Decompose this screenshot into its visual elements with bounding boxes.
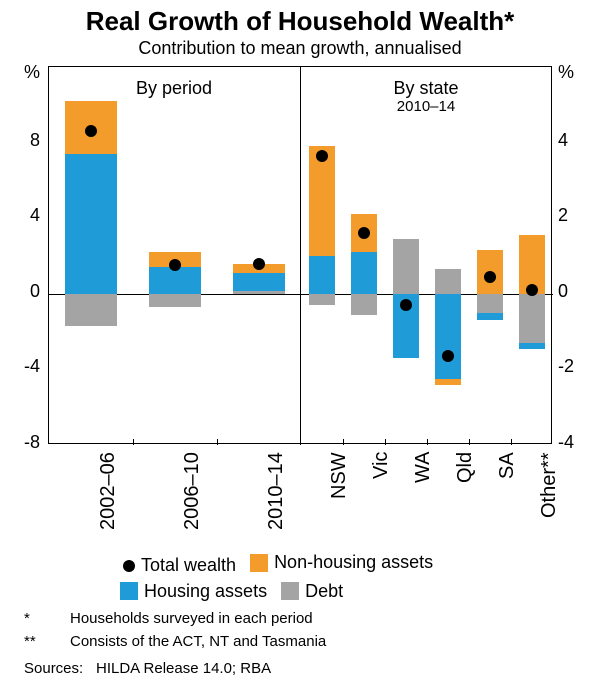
footnotes: *Households surveyed in each period **Con… <box>24 610 580 656</box>
bar-housing <box>309 256 335 294</box>
bar-debt <box>149 294 201 307</box>
ytick-right: -4 <box>558 432 598 453</box>
bar-nonhousing <box>435 379 461 385</box>
bar-housing <box>149 267 201 293</box>
legend-dot-icon <box>123 560 135 572</box>
legend-swatch-icon <box>250 554 268 572</box>
bar-debt <box>435 269 461 294</box>
xtick <box>427 439 428 445</box>
chart-title: Real Growth of Household Wealth* <box>0 6 600 37</box>
legend-item: Housing assets <box>120 581 267 602</box>
bar-housing <box>435 294 461 379</box>
total-dot <box>253 258 265 270</box>
zero-line-right <box>301 294 553 295</box>
legend-label: Non-housing assets <box>274 552 433 573</box>
ytick-left: -8 <box>0 432 40 453</box>
bar-debt <box>477 294 503 313</box>
ytick-left: 4 <box>0 205 40 226</box>
legend-swatch-icon <box>120 582 138 600</box>
bar-debt <box>519 294 545 343</box>
panel-label-right-sub: 2010–14 <box>300 98 552 115</box>
plot-area <box>48 66 552 444</box>
y-axis-symbol-right: % <box>558 62 598 83</box>
xtick <box>385 439 386 445</box>
bar-debt <box>309 294 335 305</box>
xtick <box>343 439 344 445</box>
legend-label: Debt <box>305 581 343 602</box>
xtick <box>469 439 470 445</box>
legend-item: Debt <box>281 581 343 602</box>
bar-debt <box>351 294 377 315</box>
x-category: 2010–14 <box>265 452 288 530</box>
bar-housing <box>477 313 503 321</box>
legend-swatch-icon <box>281 582 299 600</box>
bar-nonhousing <box>309 146 335 256</box>
ytick-right: 0 <box>558 281 598 302</box>
ytick-left: 0 <box>0 281 40 302</box>
chart-subtitle: Contribution to mean growth, annualised <box>0 38 600 59</box>
x-category: NSW <box>328 452 351 499</box>
legend-label: Total wealth <box>141 555 236 576</box>
bar-debt <box>393 239 419 294</box>
ytick-left: -4 <box>0 356 40 377</box>
x-category: Vic <box>370 452 393 479</box>
x-category: 2002–06 <box>97 452 120 530</box>
x-category: Other** <box>538 452 561 518</box>
xtick <box>133 439 134 445</box>
footnote-line: *Households surveyed in each period <box>24 610 580 629</box>
bar-debt <box>65 294 117 326</box>
legend-label: Housing assets <box>144 581 267 602</box>
bar-housing <box>65 154 117 294</box>
panel-label-left: By period <box>48 78 300 99</box>
y-axis-symbol-left: % <box>0 62 40 83</box>
xtick <box>217 439 218 445</box>
legend: Total wealth Non-housing assets Housing as… <box>120 552 540 605</box>
x-category: SA <box>496 452 519 479</box>
sources-line: Sources:HILDA Release 14.0; RBA <box>24 660 271 677</box>
ytick-right: 2 <box>558 205 598 226</box>
ytick-right: 4 <box>558 130 598 151</box>
ytick-right: -2 <box>558 356 598 377</box>
panel-divider <box>300 67 301 445</box>
total-dot <box>316 150 328 162</box>
footnote-line: **Consists of the ACT, NT and Tasmania <box>24 633 580 652</box>
x-category: Qld <box>454 452 477 483</box>
x-category: 2006–10 <box>181 452 204 530</box>
x-category: WA <box>412 452 435 483</box>
panel-label-right: By state <box>300 78 552 99</box>
bar-housing <box>351 252 377 294</box>
bar-housing <box>519 343 545 349</box>
legend-item: Total wealth <box>120 555 236 576</box>
ytick-left: 8 <box>0 130 40 151</box>
total-dot <box>484 271 496 283</box>
bar-debt <box>233 291 285 294</box>
total-dot <box>526 284 538 296</box>
xtick <box>511 439 512 445</box>
legend-item: Non-housing assets <box>250 552 433 573</box>
